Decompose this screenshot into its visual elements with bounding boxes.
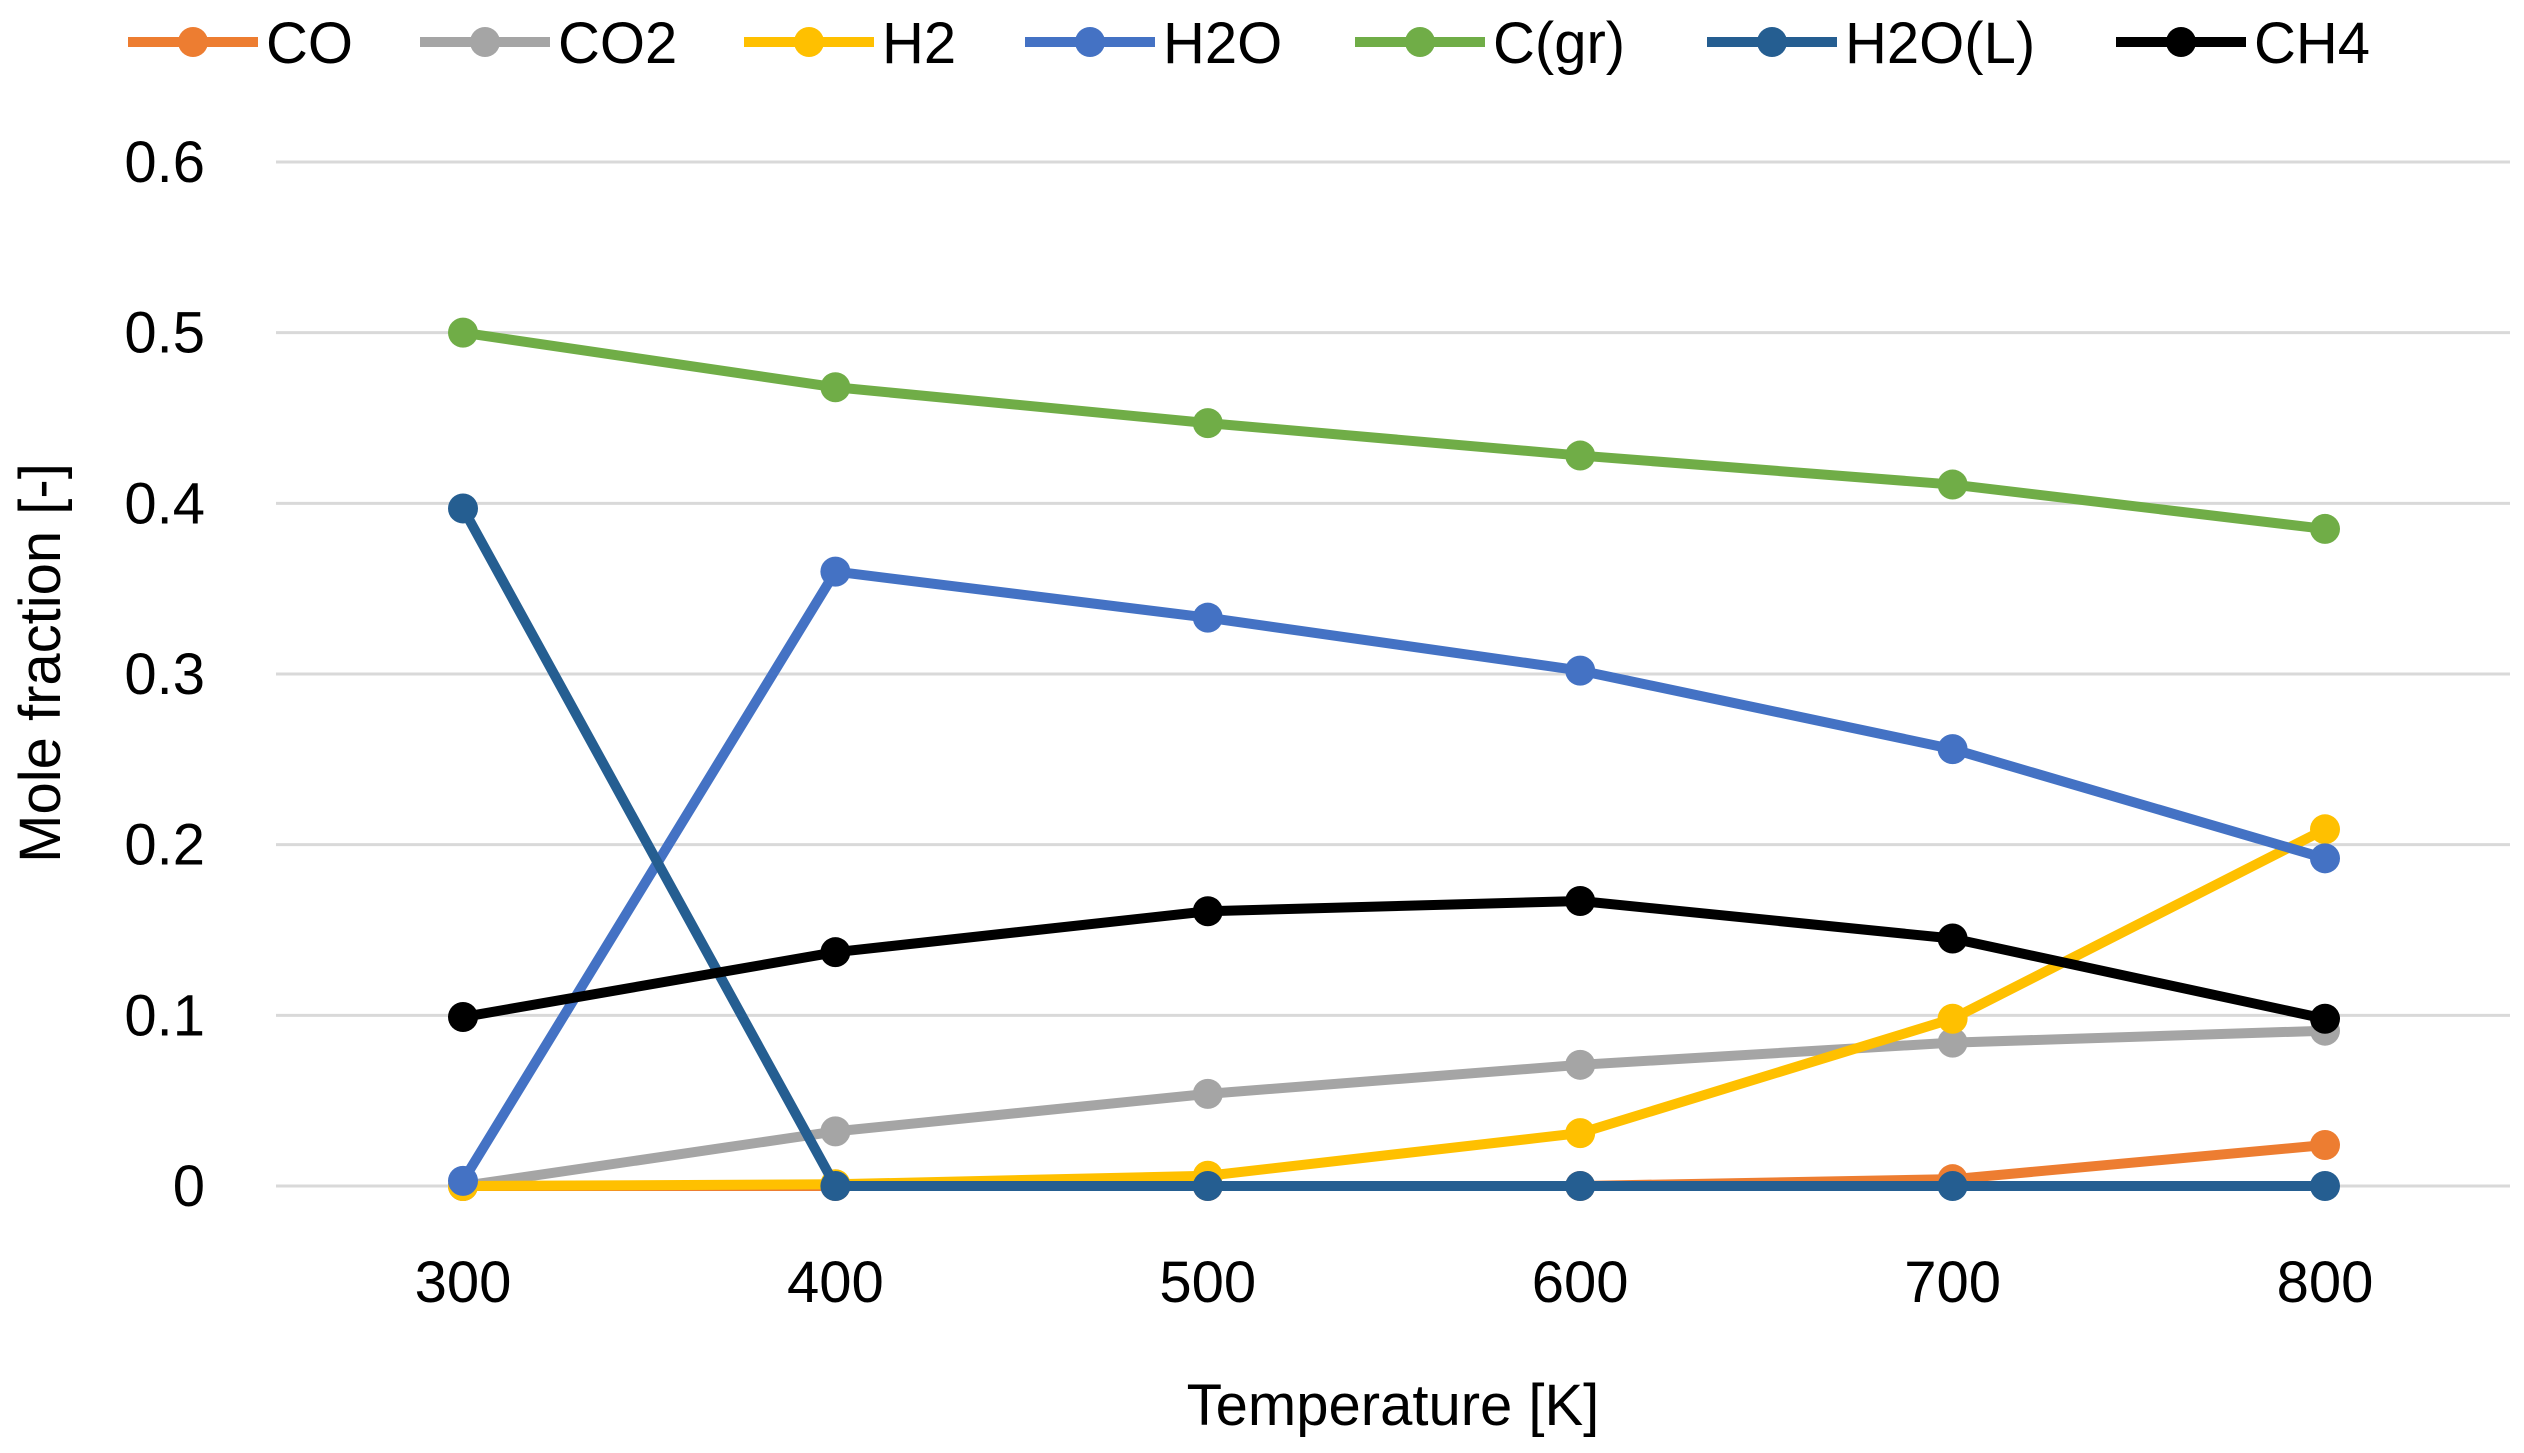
legend-item: CO bbox=[128, 11, 353, 76]
legend-swatch-marker bbox=[1075, 27, 1105, 57]
y-axis-title: Mole fraction [-] bbox=[8, 463, 73, 863]
y-tick-label: 0.2 bbox=[124, 813, 205, 878]
data-point bbox=[1565, 1171, 1596, 1201]
legend-label: H2 bbox=[882, 11, 956, 76]
x-axis-title: Temperature [K] bbox=[1187, 1373, 1600, 1438]
data-point bbox=[2310, 513, 2340, 544]
legend-swatch-marker bbox=[178, 27, 208, 57]
legend: CO CO2 H2 H2O C(gr) H2O(L) CH4 bbox=[128, 11, 2370, 76]
data-point bbox=[1192, 896, 1223, 927]
series-lines bbox=[448, 317, 2340, 1201]
data-point bbox=[448, 1165, 478, 1196]
series-line bbox=[458, 895, 2330, 1024]
y-tick-label: 0.6 bbox=[124, 130, 205, 195]
legend-label: CH4 bbox=[2254, 11, 2370, 76]
data-point bbox=[1192, 408, 1223, 439]
data-point bbox=[1565, 1118, 1596, 1149]
data-point bbox=[1565, 885, 1596, 916]
data-point bbox=[1565, 655, 1596, 686]
x-axis-ticks: 300 400 500 600 700 800 bbox=[415, 1250, 2374, 1315]
series-c-gr- bbox=[448, 317, 2340, 544]
legend-label: H2O bbox=[1163, 11, 1282, 76]
x-tick-label: 600 bbox=[1532, 1250, 1629, 1315]
y-axis-ticks: 0 0.1 0.2 0.3 0.4 0.5 0.6 bbox=[124, 130, 205, 1219]
legend-label: CO bbox=[266, 11, 353, 76]
data-point bbox=[1937, 1027, 1968, 1058]
y-tick-label: 0 bbox=[173, 1154, 205, 1219]
data-point bbox=[2310, 814, 2340, 845]
y-tick-label: 0.3 bbox=[124, 642, 205, 707]
data-point bbox=[1937, 469, 1968, 500]
series-line bbox=[458, 327, 2330, 534]
legend-swatch-marker bbox=[1757, 27, 1787, 57]
x-tick-label: 400 bbox=[787, 1250, 884, 1315]
series-ch4 bbox=[448, 885, 2340, 1034]
data-point bbox=[2310, 1171, 2340, 1201]
data-point bbox=[448, 493, 478, 524]
data-point bbox=[448, 1002, 478, 1033]
legend-swatch-marker bbox=[1405, 27, 1435, 57]
legend-item: CO2 bbox=[420, 11, 677, 76]
data-point bbox=[1192, 1171, 1223, 1201]
data-point bbox=[1937, 1171, 1968, 1201]
data-point bbox=[2310, 1130, 2340, 1161]
data-point bbox=[820, 1171, 851, 1201]
legend-label: H2O(L) bbox=[1845, 11, 2035, 76]
y-tick-label: 0.5 bbox=[124, 301, 205, 366]
legend-item: H2O bbox=[1025, 11, 1282, 76]
data-point bbox=[1192, 1078, 1223, 1109]
data-point bbox=[820, 1116, 851, 1147]
x-tick-label: 800 bbox=[2277, 1250, 2374, 1315]
data-point bbox=[1192, 602, 1223, 633]
legend-swatch-marker bbox=[794, 27, 824, 57]
data-point bbox=[448, 317, 478, 348]
legend-swatch-marker bbox=[2166, 27, 2196, 57]
data-point bbox=[820, 937, 851, 968]
y-tick-label: 0.1 bbox=[124, 983, 205, 1048]
x-tick-label: 700 bbox=[1904, 1250, 2001, 1315]
data-point bbox=[2310, 843, 2340, 874]
legend-swatch-marker bbox=[470, 27, 500, 57]
legend-item: C(gr) bbox=[1355, 11, 1625, 76]
series-line bbox=[458, 824, 2330, 1191]
data-point bbox=[1565, 440, 1596, 471]
series-line bbox=[458, 1025, 2330, 1191]
data-point bbox=[1937, 1003, 1968, 1034]
legend-item: H2O(L) bbox=[1707, 11, 2035, 76]
legend-label: CO2 bbox=[558, 11, 677, 76]
x-tick-label: 300 bbox=[415, 1250, 512, 1315]
data-point bbox=[1937, 734, 1968, 765]
legend-item: H2 bbox=[744, 11, 956, 76]
data-point bbox=[820, 556, 851, 587]
x-tick-label: 500 bbox=[1159, 1250, 1256, 1315]
series-h2o bbox=[448, 556, 2340, 1196]
legend-item: CH4 bbox=[2116, 11, 2370, 76]
y-tick-label: 0.4 bbox=[124, 471, 205, 536]
data-point bbox=[1937, 923, 1968, 954]
legend-label: C(gr) bbox=[1493, 11, 1625, 76]
series-line bbox=[458, 503, 2330, 1191]
series-h2o-l- bbox=[448, 493, 2340, 1201]
data-point bbox=[1565, 1049, 1596, 1080]
data-point bbox=[820, 372, 851, 403]
data-point bbox=[2310, 1003, 2340, 1034]
series-line bbox=[458, 566, 2330, 1186]
